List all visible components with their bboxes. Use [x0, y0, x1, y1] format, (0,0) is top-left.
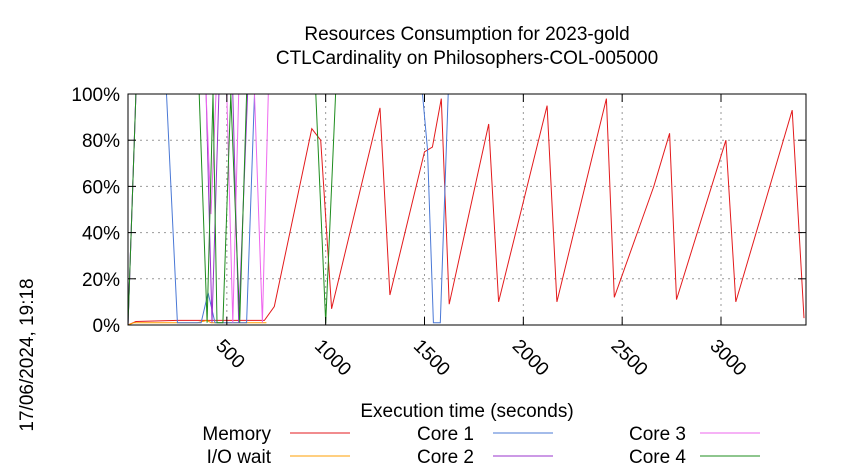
series-line-core-4 [127, 93, 806, 326]
y-tick-label: 20% [82, 270, 120, 291]
y-tick-label: 100% [71, 85, 120, 106]
series-line-core-1 [127, 93, 806, 326]
x-tick-label: 500 [211, 336, 248, 373]
x-tick-label: 3000 [705, 336, 750, 381]
legend-label: Memory [202, 424, 271, 445]
y-tick-label: 80% [82, 131, 120, 152]
legend-label: Core 4 [629, 447, 686, 468]
legend-label: Core 1 [417, 424, 474, 445]
chart-title: Resources Consumption for 2023-gold [304, 24, 629, 45]
series-lines [127, 93, 806, 326]
y-tick-label: 40% [82, 224, 120, 245]
x-tick-label: 1500 [409, 336, 454, 381]
x-axis-label: Execution time (seconds) [360, 401, 573, 422]
x-tick-label: 2500 [607, 336, 652, 381]
x-tick-label: 1000 [310, 336, 355, 381]
legend-label: Core 2 [417, 447, 474, 468]
series-line-memory [127, 98, 805, 326]
plot-frame [127, 93, 807, 326]
x-tick-label: 2000 [508, 336, 553, 381]
y-tick-label: 0% [93, 316, 121, 337]
legend-label: Core 3 [629, 424, 686, 445]
timestamp-label: 17/06/2024, 19:18 [17, 278, 38, 431]
legend-label: I/O wait [207, 447, 272, 468]
y-axis-ticks: 0% 20% 40% 60% 80% 100% [71, 85, 806, 337]
chart-subtitle: CTLCardinality on Philosophers-COL-00500… [276, 48, 658, 69]
y-tick-label: 60% [82, 177, 120, 198]
